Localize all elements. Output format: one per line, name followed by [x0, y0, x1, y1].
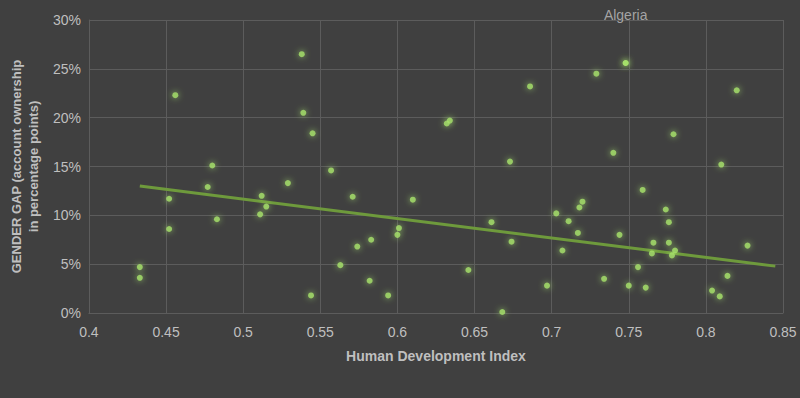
svg-text:0.75: 0.75	[615, 324, 642, 340]
svg-text:0%: 0%	[61, 305, 81, 321]
svg-text:25%: 25%	[53, 61, 81, 77]
svg-text:20%: 20%	[53, 110, 81, 126]
svg-text:0.8: 0.8	[696, 324, 716, 340]
svg-text:0.7: 0.7	[542, 324, 562, 340]
svg-text:0.6: 0.6	[388, 324, 408, 340]
svg-text:15%: 15%	[53, 159, 81, 175]
svg-text:0.55: 0.55	[307, 324, 334, 340]
svg-text:30%: 30%	[53, 12, 81, 28]
svg-text:5%: 5%	[61, 256, 81, 272]
svg-text:Human Development Index: Human Development Index	[346, 348, 526, 364]
svg-text:0.5: 0.5	[233, 324, 253, 340]
svg-text:Algeria: Algeria	[604, 7, 648, 23]
svg-text:0.85: 0.85	[769, 324, 796, 340]
svg-text:0.4: 0.4	[79, 324, 99, 340]
svg-text:0.65: 0.65	[461, 324, 488, 340]
svg-text:0.45: 0.45	[152, 324, 179, 340]
svg-text:10%: 10%	[53, 207, 81, 223]
svg-text:in percentage points): in percentage points)	[26, 101, 41, 232]
svg-text:GENDER GAP (account ownership: GENDER GAP (account ownership	[9, 60, 24, 274]
